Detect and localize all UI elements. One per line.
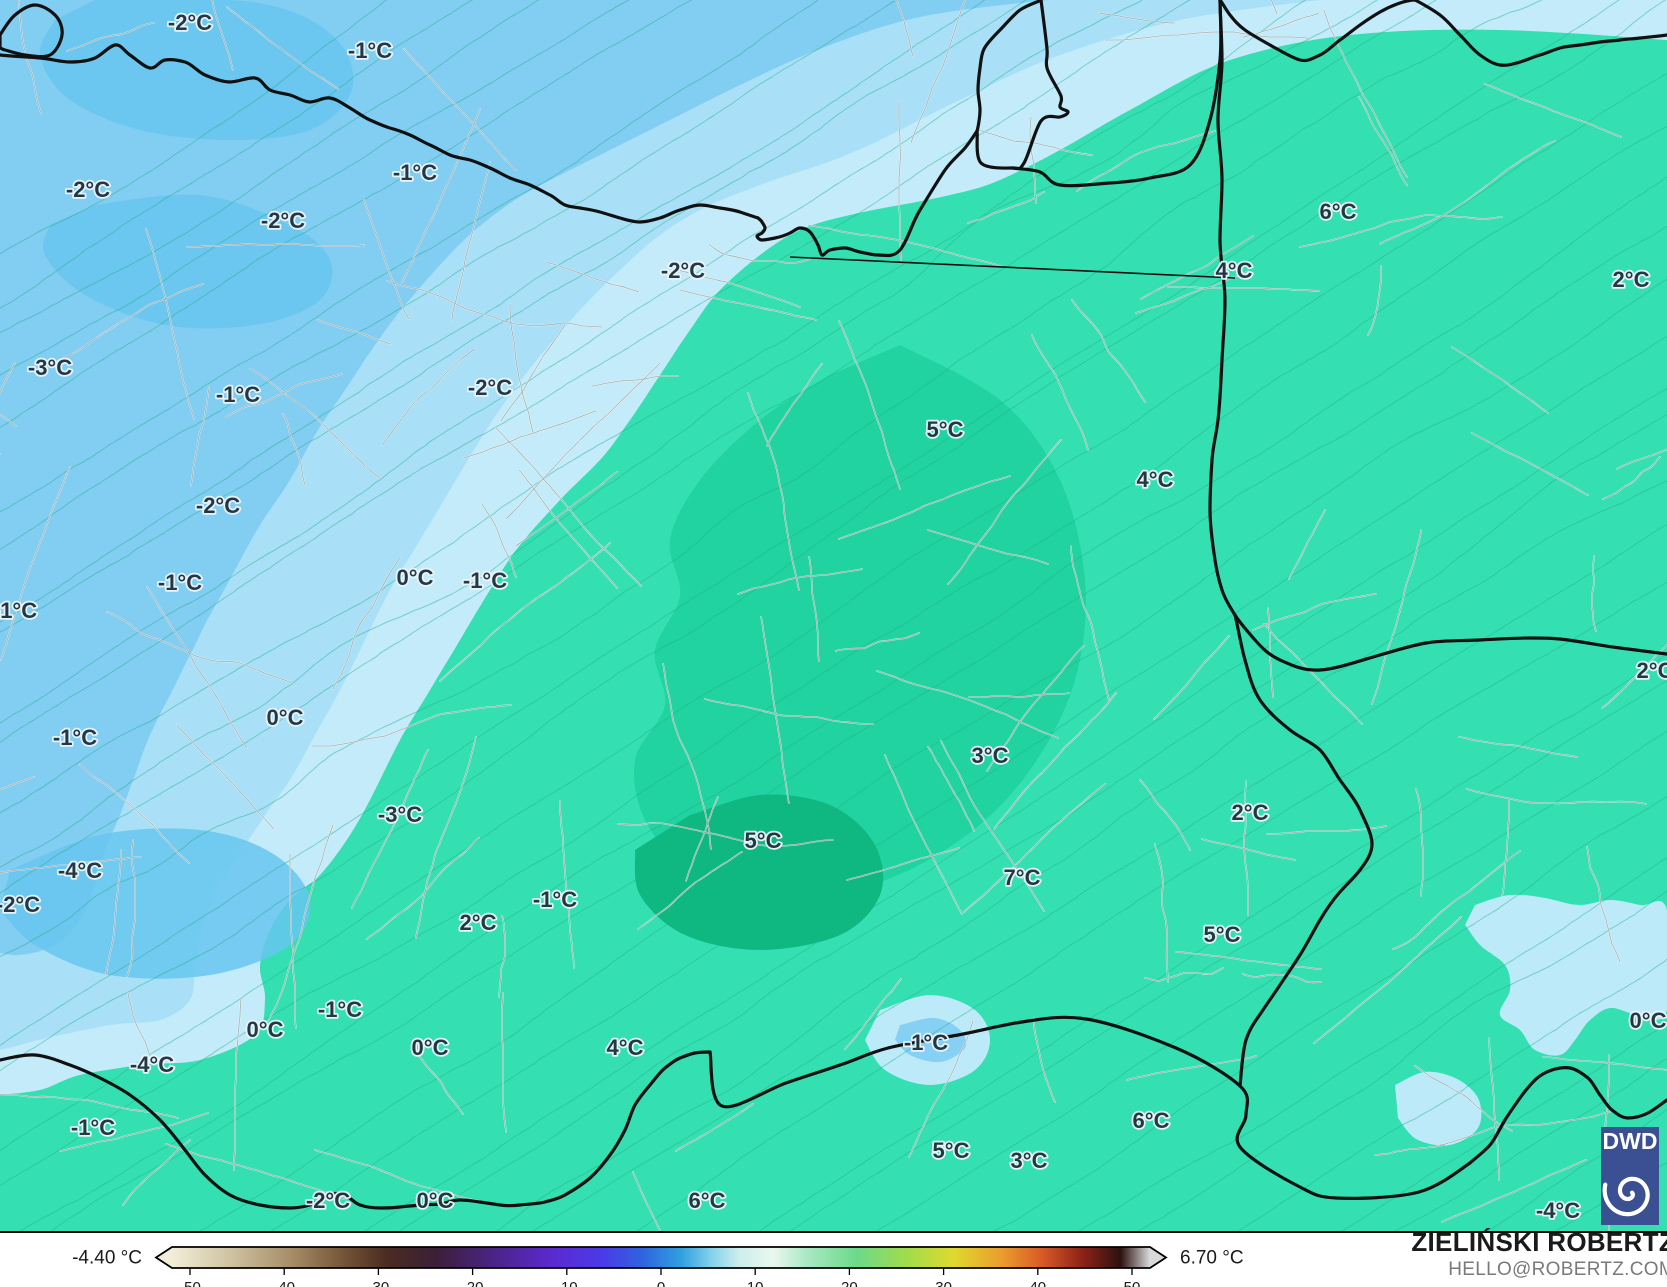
svg-text:-3°C: -3°C	[378, 802, 422, 827]
svg-text:4°C: 4°C	[1137, 467, 1174, 492]
svg-text:-1°C: -1°C	[0, 598, 37, 623]
svg-text:-4.40 °C: -4.40 °C	[72, 1248, 142, 1269]
svg-text:4°C: 4°C	[607, 1035, 644, 1060]
svg-text:-1°C: -1°C	[53, 725, 97, 750]
svg-text:5°C: 5°C	[933, 1138, 970, 1163]
svg-text:6.70 °C: 6.70 °C	[1180, 1248, 1244, 1269]
svg-text:-4°C: -4°C	[58, 858, 102, 883]
svg-text:2°C: 2°C	[1232, 800, 1269, 825]
svg-text:ZIELIŃSKI ROBERTZ: ZIELIŃSKI ROBERTZ	[1411, 1227, 1667, 1257]
svg-text:-30: -30	[368, 1279, 390, 1287]
svg-text:2°C: 2°C	[1637, 658, 1667, 683]
svg-text:-4°C: -4°C	[1536, 1198, 1580, 1223]
svg-text:0°C: 0°C	[267, 705, 304, 730]
svg-text:-10: -10	[556, 1279, 578, 1287]
svg-text:5°C: 5°C	[745, 828, 782, 853]
svg-text:-2°C: -2°C	[306, 1188, 350, 1213]
svg-text:0°C: 0°C	[397, 565, 434, 590]
svg-text:2°C: 2°C	[460, 910, 497, 935]
svg-text:-2°C: -2°C	[0, 892, 40, 917]
svg-text:10: 10	[747, 1279, 764, 1287]
svg-text:-1°C: -1°C	[904, 1030, 948, 1055]
svg-text:6°C: 6°C	[689, 1188, 726, 1213]
svg-text:-3°C: -3°C	[28, 355, 72, 380]
svg-text:-50: -50	[179, 1279, 201, 1287]
svg-text:30: 30	[935, 1279, 952, 1287]
svg-text:4°C: 4°C	[1216, 258, 1253, 283]
svg-text:-1°C: -1°C	[348, 38, 392, 63]
svg-text:-2°C: -2°C	[168, 10, 212, 35]
svg-text:0°C: 0°C	[247, 1017, 284, 1042]
svg-text:5°C: 5°C	[1204, 922, 1241, 947]
svg-text:-2°C: -2°C	[661, 258, 705, 283]
svg-text:7°C: 7°C	[1004, 865, 1041, 890]
svg-text:0°C: 0°C	[1630, 1008, 1667, 1033]
svg-text:50: 50	[1124, 1279, 1141, 1287]
svg-text:-1°C: -1°C	[71, 1115, 115, 1140]
svg-text:5°C: 5°C	[927, 417, 964, 442]
svg-text:0°C: 0°C	[412, 1035, 449, 1060]
svg-text:20: 20	[841, 1279, 858, 1287]
svg-text:40: 40	[1029, 1279, 1046, 1287]
svg-text:-20: -20	[462, 1279, 484, 1287]
svg-text:DWD: DWD	[1603, 1128, 1658, 1154]
svg-text:-2°C: -2°C	[66, 177, 110, 202]
svg-text:-1°C: -1°C	[216, 382, 260, 407]
svg-text:3°C: 3°C	[972, 743, 1009, 768]
svg-text:-4°C: -4°C	[130, 1052, 174, 1077]
svg-text:-1°C: -1°C	[318, 997, 362, 1022]
svg-text:2°C: 2°C	[1613, 267, 1650, 292]
svg-text:-1°C: -1°C	[158, 570, 202, 595]
svg-text:-1°C: -1°C	[533, 887, 577, 912]
svg-text:-2°C: -2°C	[196, 493, 240, 518]
svg-text:6°C: 6°C	[1320, 199, 1357, 224]
svg-text:HELLO@ROBERTZ.COM: HELLO@ROBERTZ.COM	[1448, 1259, 1667, 1280]
svg-text:0°C: 0°C	[417, 1188, 454, 1213]
svg-text:-1°C: -1°C	[393, 160, 437, 185]
svg-text:-40: -40	[273, 1279, 295, 1287]
svg-text:-2°C: -2°C	[261, 208, 305, 233]
svg-text:6°C: 6°C	[1133, 1108, 1170, 1133]
svg-text:3°C: 3°C	[1011, 1148, 1048, 1173]
svg-text:-1°C: -1°C	[463, 568, 507, 593]
svg-text:-2°C: -2°C	[468, 375, 512, 400]
svg-text:0: 0	[657, 1279, 665, 1287]
